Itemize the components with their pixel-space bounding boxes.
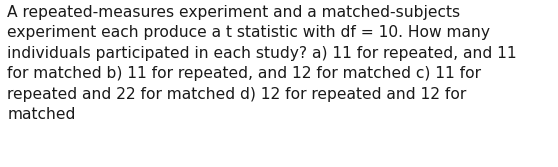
Text: A repeated-measures experiment and a matched-subjects
experiment each produce a : A repeated-measures experiment and a mat… <box>7 5 517 122</box>
